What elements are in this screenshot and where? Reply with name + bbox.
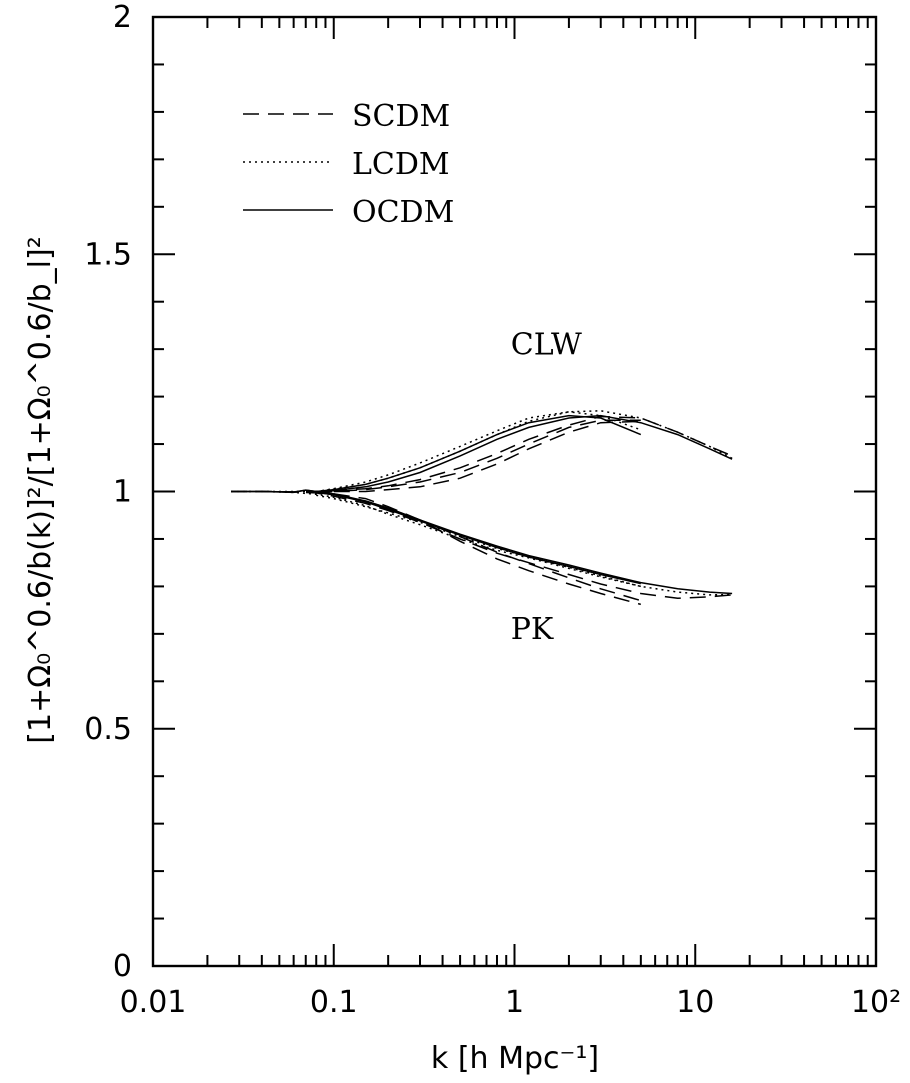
annotations: CLW PK	[511, 327, 582, 647]
x-tick-label: 0.1	[310, 985, 358, 1020]
series-line-clw-dotted	[231, 410, 733, 493]
series-line-clw-dotted	[316, 411, 642, 493]
tick-labels: 0.01 0.1 1 10 10² 0 0.5 1 1.5 2	[84, 0, 901, 1020]
x-tick-label: 0.01	[120, 985, 187, 1020]
y-tick-label: 2	[113, 0, 132, 35]
x-tick-label: 10²	[851, 985, 901, 1020]
y-tick-label: 0.5	[84, 712, 132, 747]
series-line-clw-solid	[231, 414, 733, 494]
x-tick-label: 1	[505, 985, 524, 1020]
series-line-pk-solid	[231, 489, 733, 595]
series-line-pk-dashed	[231, 490, 733, 600]
x-axis-title: k [h Mpc⁻¹]	[431, 1041, 599, 1076]
annotation-pk: PK	[511, 612, 554, 647]
series-line-clw-dashed	[333, 420, 641, 493]
series-line-clw-solid	[316, 414, 642, 493]
series-line-pk-dashed	[333, 493, 641, 606]
y-axis-title: [1+Ω₀^0.6/b(k)]²/[1+Ω₀^0.6/b_l]²	[23, 236, 58, 743]
y-tick-label: 1.5	[84, 237, 132, 272]
legend-label: SCDM	[352, 99, 450, 134]
series-line-pk-dotted	[231, 490, 733, 596]
legend: SCDM LCDM OCDM	[243, 99, 454, 230]
x-tick-label: 10	[676, 985, 714, 1020]
y-tick-label: 0	[113, 949, 132, 984]
annotation-clw: CLW	[511, 327, 582, 362]
series-line-pk-solid	[316, 491, 641, 585]
axis-ticks	[152, 16, 876, 967]
data-curves	[231, 410, 733, 606]
legend-label: OCDM	[352, 195, 454, 230]
series-line-clw-dashed	[231, 415, 733, 493]
legend-label: LCDM	[352, 147, 450, 182]
series-line-clw-dashed	[316, 419, 641, 494]
y-tick-label: 1	[113, 475, 132, 510]
